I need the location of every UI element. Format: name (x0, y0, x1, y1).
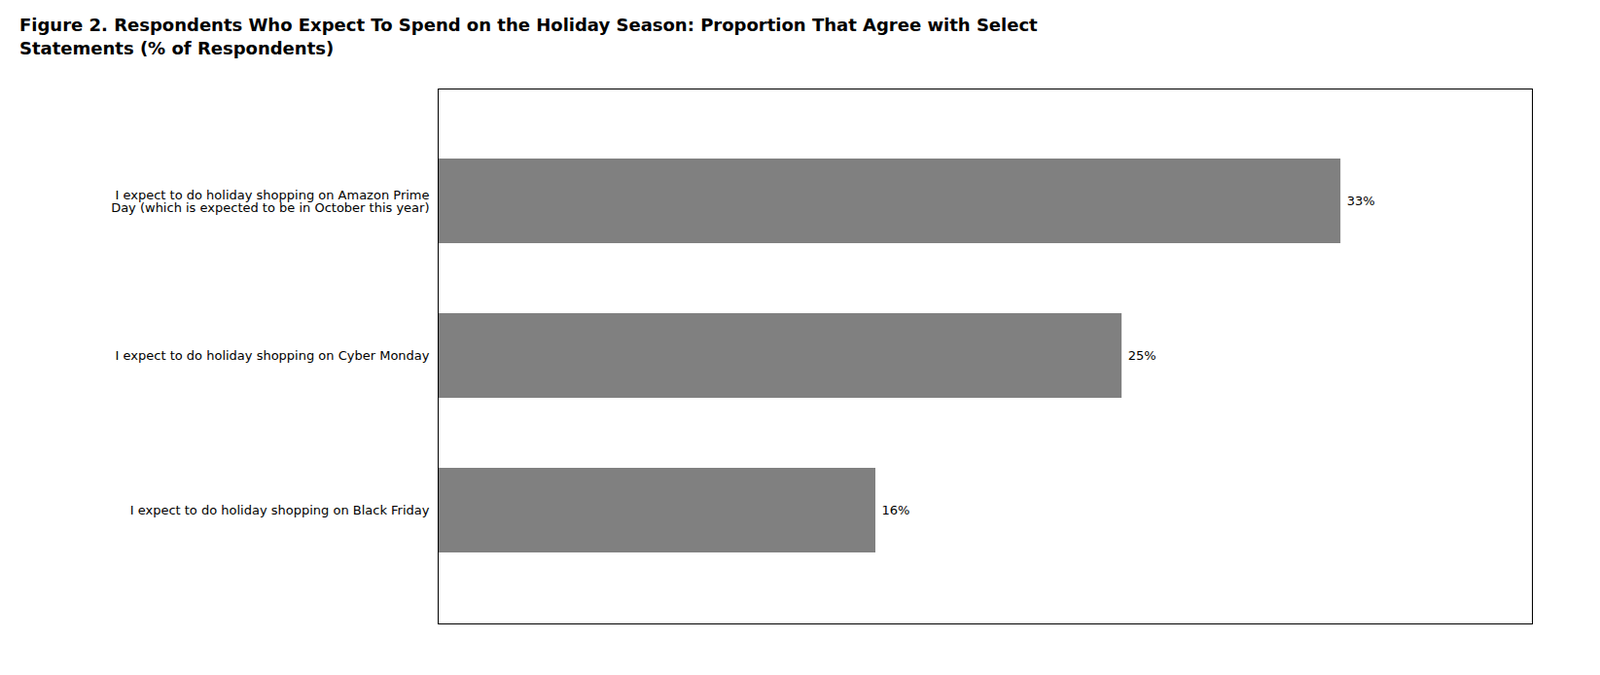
svg-text:33%: 33% (1347, 193, 1376, 209)
svg-text:16%: 16% (882, 502, 911, 518)
svg-text:25%: 25% (1128, 348, 1157, 363)
html-text:Figure 2. Respondents Who Expe: Figure 2. Respondents Who Expect To Spen… (19, 14, 1038, 59)
svg-text:I expect to do holiday shoppin: I expect to do holiday shopping on Amazo… (110, 186, 429, 214)
svg-text:I expect to do holiday shoppin: I expect to do holiday shopping on Black… (130, 502, 430, 518)
svg-text:I expect to do holiday shoppin: I expect to do holiday shopping on Cyber… (115, 348, 430, 363)
